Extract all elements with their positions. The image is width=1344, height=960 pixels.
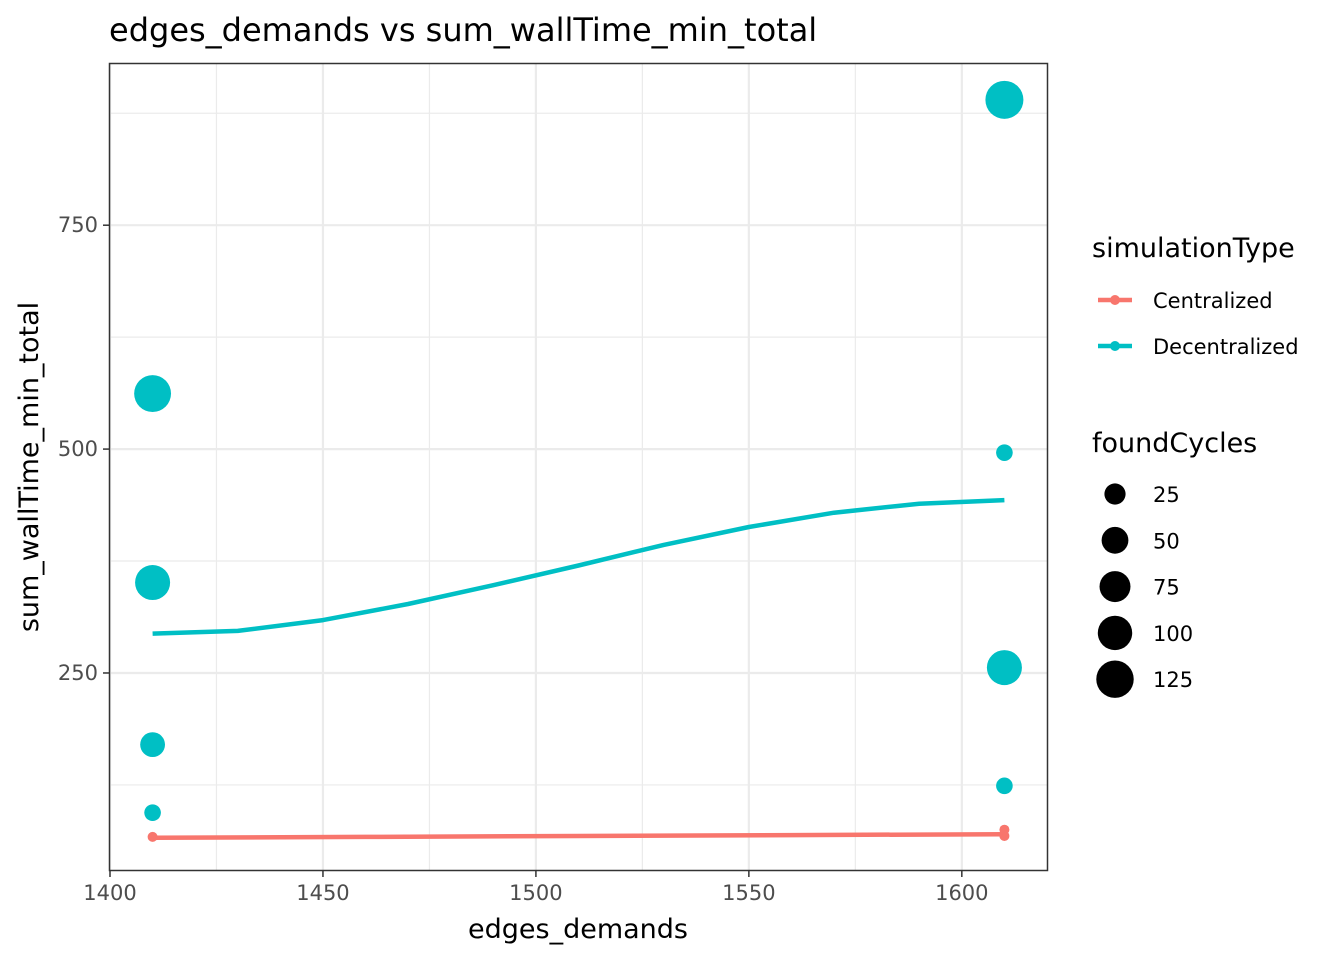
legend-key-dot (1110, 295, 1120, 305)
y-axis-title: sum_wallTime_min_total (14, 302, 45, 632)
point-centralized (999, 824, 1010, 835)
x-axis-title: edges_demands (468, 914, 688, 945)
legend-color-title: simulationType (1092, 233, 1295, 264)
legend-label: Centralized (1153, 289, 1273, 313)
point-decentralized (135, 565, 171, 601)
point-centralized (147, 831, 158, 842)
smooth-line-decentralized (152, 497, 1005, 636)
x-tick-label: 1600 (935, 881, 988, 905)
legend-label: Decentralized (1153, 335, 1299, 359)
x-axis-ticks: 1400 1450 1500 1550 1600 (83, 870, 989, 905)
legend-size-dot (1099, 571, 1131, 603)
smooth-lines (152, 497, 1005, 841)
legend-size-label: 75 (1153, 576, 1180, 600)
point-decentralized (985, 80, 1024, 119)
legend-size-title: foundCycles (1092, 428, 1257, 459)
legend-size-dot (1096, 660, 1134, 698)
x-tick-label: 1450 (296, 881, 349, 905)
plot-border (108, 62, 1049, 872)
point-decentralized (134, 375, 172, 412)
legend-size-keys: 25 50 75 100 125 (1096, 483, 1193, 698)
point-decentralized (986, 650, 1022, 686)
legend-size-dot (1101, 526, 1129, 554)
legend-size-label: 100 (1153, 622, 1193, 646)
y-tick-label: 500 (58, 437, 98, 461)
point-decentralized (144, 804, 161, 821)
legend-size-label: 25 (1153, 483, 1180, 507)
legend-size-dot (1104, 483, 1126, 505)
legend-size-label: 50 (1153, 529, 1180, 553)
legend-color-keys: Centralized Decentralized (1098, 289, 1299, 359)
y-axis-ticks: 250 500 750 (58, 213, 110, 685)
x-tick-label: 1550 (722, 881, 775, 905)
major-gridlines (108, 64, 1047, 870)
legend-size-dot (1097, 615, 1133, 651)
point-decentralized (996, 444, 1013, 461)
x-tick-label: 1500 (509, 881, 562, 905)
legend-size-label: 125 (1153, 668, 1193, 692)
legend-key-dot (1110, 341, 1120, 351)
chart-title: edges_demands vs sum_wallTime_min_total (109, 11, 817, 49)
y-tick-label: 750 (58, 213, 98, 237)
y-tick-label: 250 (58, 661, 98, 685)
point-decentralized (140, 732, 165, 758)
smooth-line-centralized (152, 831, 1005, 841)
data-points (134, 80, 1024, 842)
minor-gridlines (110, 64, 1047, 870)
legend: simulationType CentralizedDecentralized … (1092, 233, 1299, 698)
x-tick-label: 1400 (83, 881, 136, 905)
point-decentralized (996, 777, 1013, 795)
